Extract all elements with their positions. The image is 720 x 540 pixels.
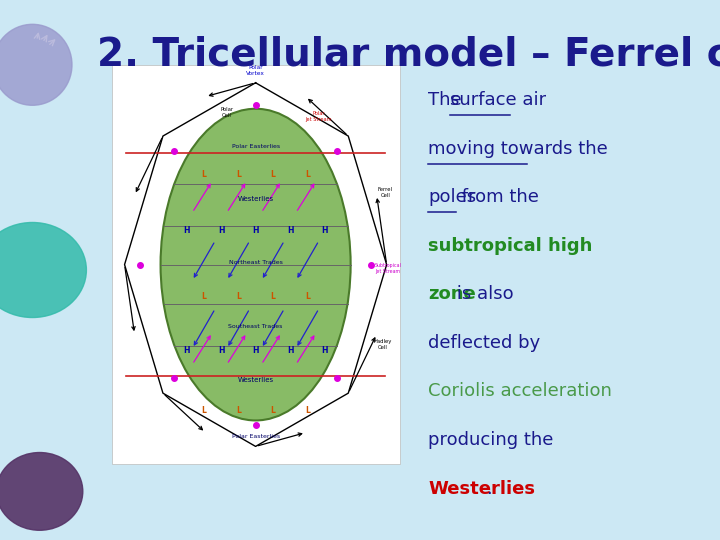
Text: poles: poles [428,188,477,206]
Text: H: H [217,346,225,355]
Text: H: H [321,226,328,235]
Text: Westerlies: Westerlies [428,480,536,498]
Text: Westerlies: Westerlies [238,195,274,201]
Text: surface air: surface air [450,91,546,109]
Text: L: L [236,292,240,301]
Text: Hadley
Cell: Hadley Cell [373,339,392,350]
Text: H: H [217,226,225,235]
Text: H: H [287,346,294,355]
Text: subtropical high: subtropical high [428,237,593,255]
Text: Polar
Jet Stream: Polar Jet Stream [306,111,332,122]
Text: L: L [236,406,240,415]
Text: Polar
Vortex: Polar Vortex [246,65,265,76]
Ellipse shape [161,109,351,421]
Text: H: H [252,226,259,235]
Polygon shape [125,83,387,447]
Text: Westerlies: Westerlies [238,377,274,383]
Text: Polar Easterlies: Polar Easterlies [232,144,279,149]
Text: deflected by: deflected by [428,334,541,352]
Text: L: L [271,406,275,415]
Text: Polar
Cell: Polar Cell [220,107,233,118]
Text: Northeast Trades: Northeast Trades [229,260,282,265]
Text: The: The [428,91,468,109]
Ellipse shape [0,222,86,318]
Text: is also: is also [451,285,514,303]
Text: H: H [252,346,259,355]
Text: L: L [305,406,310,415]
Text: Polar Easterlies: Polar Easterlies [232,434,279,439]
Text: L: L [305,170,310,179]
Text: 2. Tricellular model – Ferrel cell: 2. Tricellular model – Ferrel cell [97,35,720,73]
Text: producing the: producing the [428,431,554,449]
Text: L: L [202,292,206,301]
Ellipse shape [0,453,83,530]
Text: Ferrel
Cell: Ferrel Cell [378,187,392,198]
Ellipse shape [0,24,72,105]
Bar [112,65,400,464]
Text: L: L [202,170,206,179]
Text: L: L [202,406,206,415]
Text: Southeast Trades: Southeast Trades [228,324,283,329]
Text: H: H [321,346,328,355]
Text: L: L [271,292,275,301]
Text: L: L [305,292,310,301]
Text: H: H [287,226,294,235]
Text: moving towards the: moving towards the [428,139,608,158]
Text: L: L [236,170,240,179]
Text: Subtropical
Jet Stream: Subtropical Jet Stream [374,263,402,274]
Text: from the: from the [456,188,539,206]
Text: Coriolis acceleration: Coriolis acceleration [428,382,612,401]
Text: .: . [486,480,492,498]
Text: H: H [183,226,190,235]
Text: L: L [271,170,275,179]
Text: zone: zone [428,285,476,303]
Text: H: H [183,346,190,355]
